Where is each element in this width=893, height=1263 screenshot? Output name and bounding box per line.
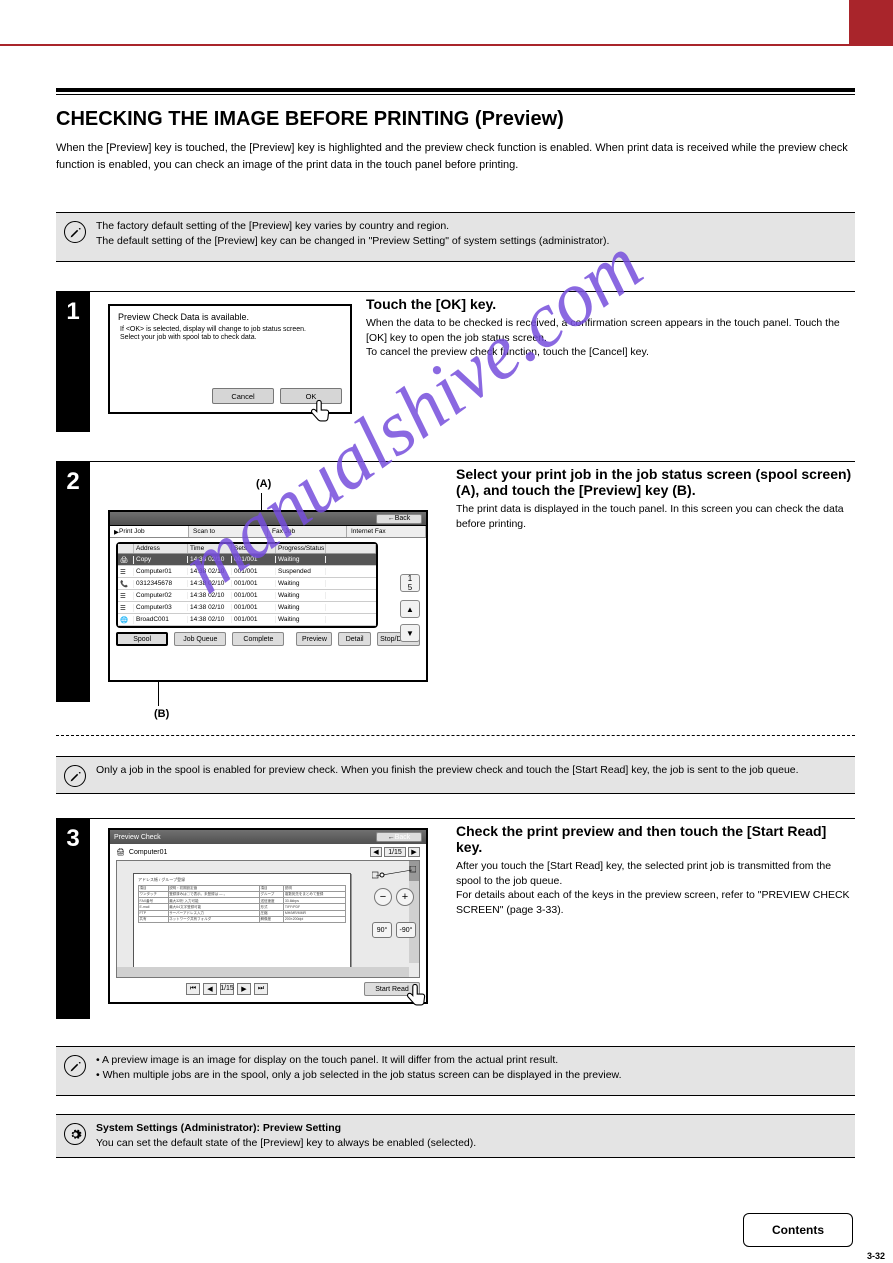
- col-address: Address: [134, 544, 188, 553]
- page-indicator-small: 1/15: [384, 847, 406, 857]
- js-tabs: ▶ Print Job Scan to Fax Job Internet Fax: [110, 526, 426, 538]
- table-row[interactable]: ☰Computer0314:38 02/10001/001Waiting: [118, 602, 376, 614]
- contents-link[interactable]: Contents: [743, 1213, 853, 1247]
- system-settings-note: System Settings (Administrator): Preview…: [56, 1114, 855, 1158]
- finger-icon: [304, 396, 334, 430]
- page-next-small[interactable]: ▶: [408, 847, 420, 857]
- col-icon: [118, 544, 134, 553]
- step-3-desc: After you touch the [Start Read] key, th…: [456, 859, 855, 918]
- back-button[interactable]: ← Back: [376, 832, 422, 842]
- dialog-body: If <OK> is selected, display will change…: [120, 326, 340, 343]
- gear-icon: [64, 1123, 86, 1145]
- col-status: Progress/Status: [276, 544, 326, 553]
- callout-b-line: [158, 680, 159, 706]
- preview-button[interactable]: Preview: [296, 632, 332, 646]
- zoom-out-button[interactable]: −: [374, 888, 392, 906]
- page-indicator: 1/15: [220, 983, 234, 995]
- table-row[interactable]: ☰Computer0114:38 02/10001/001Suspended: [118, 566, 376, 578]
- col-time: Time: [188, 544, 232, 553]
- job-status-screen: ← Back ▶ Print Job Scan to Fax Job Inter…: [108, 510, 428, 682]
- note-text: • A preview image is an image for displa…: [96, 1053, 621, 1082]
- preview-screen: Preview Check ← Back 🖨 Computer01 ◀ 1/15…: [108, 828, 428, 1004]
- complete-button[interactable]: Complete: [232, 632, 284, 646]
- dialog-header: Preview Check Data is available.: [118, 312, 342, 322]
- pen-icon: [64, 765, 86, 787]
- step-3-title: Check the print preview and then touch t…: [456, 823, 855, 855]
- step-2-desc: The print data is displayed in the touch…: [456, 502, 855, 531]
- dashed-divider: [56, 735, 855, 736]
- header-rule: [0, 44, 893, 46]
- preview-page: アドレス帳 / グループ登録 項目説明・初期設定値項目説明 ワンタッチ登録済みは…: [133, 873, 351, 969]
- note-preview-image: • A preview image is an image for displa…: [56, 1046, 855, 1096]
- nav-prev-button[interactable]: ◀: [203, 983, 217, 995]
- table-row[interactable]: 🖨Copy14:38 02/10001/001Waiting: [118, 554, 376, 566]
- scroll-down-button[interactable]: ▼: [400, 624, 420, 642]
- sys-settings-text: System Settings (Administrator): Preview…: [96, 1121, 476, 1150]
- intro-text: When the [Preview] key is touched, the […: [56, 140, 853, 173]
- page-number: 3-32: [867, 1251, 885, 1261]
- rotate-90-button[interactable]: 90°: [372, 922, 392, 938]
- pen-icon: [64, 221, 86, 243]
- page-prev-small[interactable]: ◀: [370, 847, 382, 857]
- tab-fax-job[interactable]: Fax Job: [268, 526, 347, 537]
- note-spool-only: Only a job in the spool is enabled for p…: [56, 756, 855, 794]
- rotate-neg90-button[interactable]: -90°: [396, 922, 416, 938]
- nav-last-button[interactable]: ⏭: [254, 983, 268, 995]
- nav-next-button[interactable]: ▶: [237, 983, 251, 995]
- back-button[interactable]: ← Back: [376, 514, 422, 524]
- step-2-title: Select your print job in the job status …: [456, 466, 855, 498]
- section-rule: [56, 88, 855, 95]
- note-text: The factory default setting of the [Prev…: [96, 219, 609, 248]
- note-text: Only a job in the spool is enabled for p…: [96, 763, 799, 778]
- page-title: CHECKING THE IMAGE BEFORE PRINTING (Prev…: [56, 108, 564, 131]
- preview-title: Preview Check: [114, 834, 161, 841]
- scroll-up-button[interactable]: ▲: [400, 600, 420, 618]
- pen-icon: [64, 1055, 86, 1077]
- spool-button[interactable]: Spool: [116, 632, 168, 646]
- zoom-in-button[interactable]: +: [396, 888, 414, 906]
- step-3-number: 3: [56, 819, 90, 1019]
- chapter-tab: [849, 0, 893, 44]
- table-row[interactable]: 📞031234567814:38 02/10001/001Waiting: [118, 578, 376, 590]
- finger-icon: [400, 980, 430, 1014]
- table-row[interactable]: ☰Computer0214:38 02/10001/001Waiting: [118, 590, 376, 602]
- callout-a: (A): [256, 478, 271, 490]
- table-row[interactable]: 🌐BroadC00114:38 02/10001/001Waiting: [118, 614, 376, 626]
- tab-internet-fax[interactable]: Internet Fax: [347, 526, 426, 537]
- step-1-number: 1: [56, 292, 90, 432]
- scroll-indicator: 15: [400, 574, 420, 592]
- scrollbar-horizontal[interactable]: [117, 967, 409, 977]
- job-queue-button[interactable]: Job Queue: [174, 632, 226, 646]
- printer-icon: 🖨: [116, 848, 125, 856]
- job-grid: Address Time Sets Progress/Status 🖨Copy1…: [116, 542, 378, 628]
- tab-scan-to[interactable]: Scan to: [189, 526, 268, 537]
- preview-job-label: Computer01: [129, 849, 168, 856]
- step-1-title: Touch the [OK] key.: [366, 296, 855, 312]
- step-2-number: 2: [56, 462, 90, 702]
- zoom-slider-icon: [372, 866, 416, 880]
- cancel-button[interactable]: Cancel: [212, 388, 274, 404]
- col-sets: Sets: [232, 544, 276, 553]
- tab-print-job[interactable]: ▶ Print Job: [110, 526, 189, 537]
- note-preview-default: The factory default setting of the [Prev…: [56, 212, 855, 262]
- callout-b: (B): [154, 708, 169, 720]
- step-1-desc: When the data to be checked is received,…: [366, 316, 855, 360]
- detail-button[interactable]: Detail: [338, 632, 370, 646]
- nav-first-button[interactable]: ⏮: [186, 983, 200, 995]
- js-header: ← Back: [110, 512, 426, 526]
